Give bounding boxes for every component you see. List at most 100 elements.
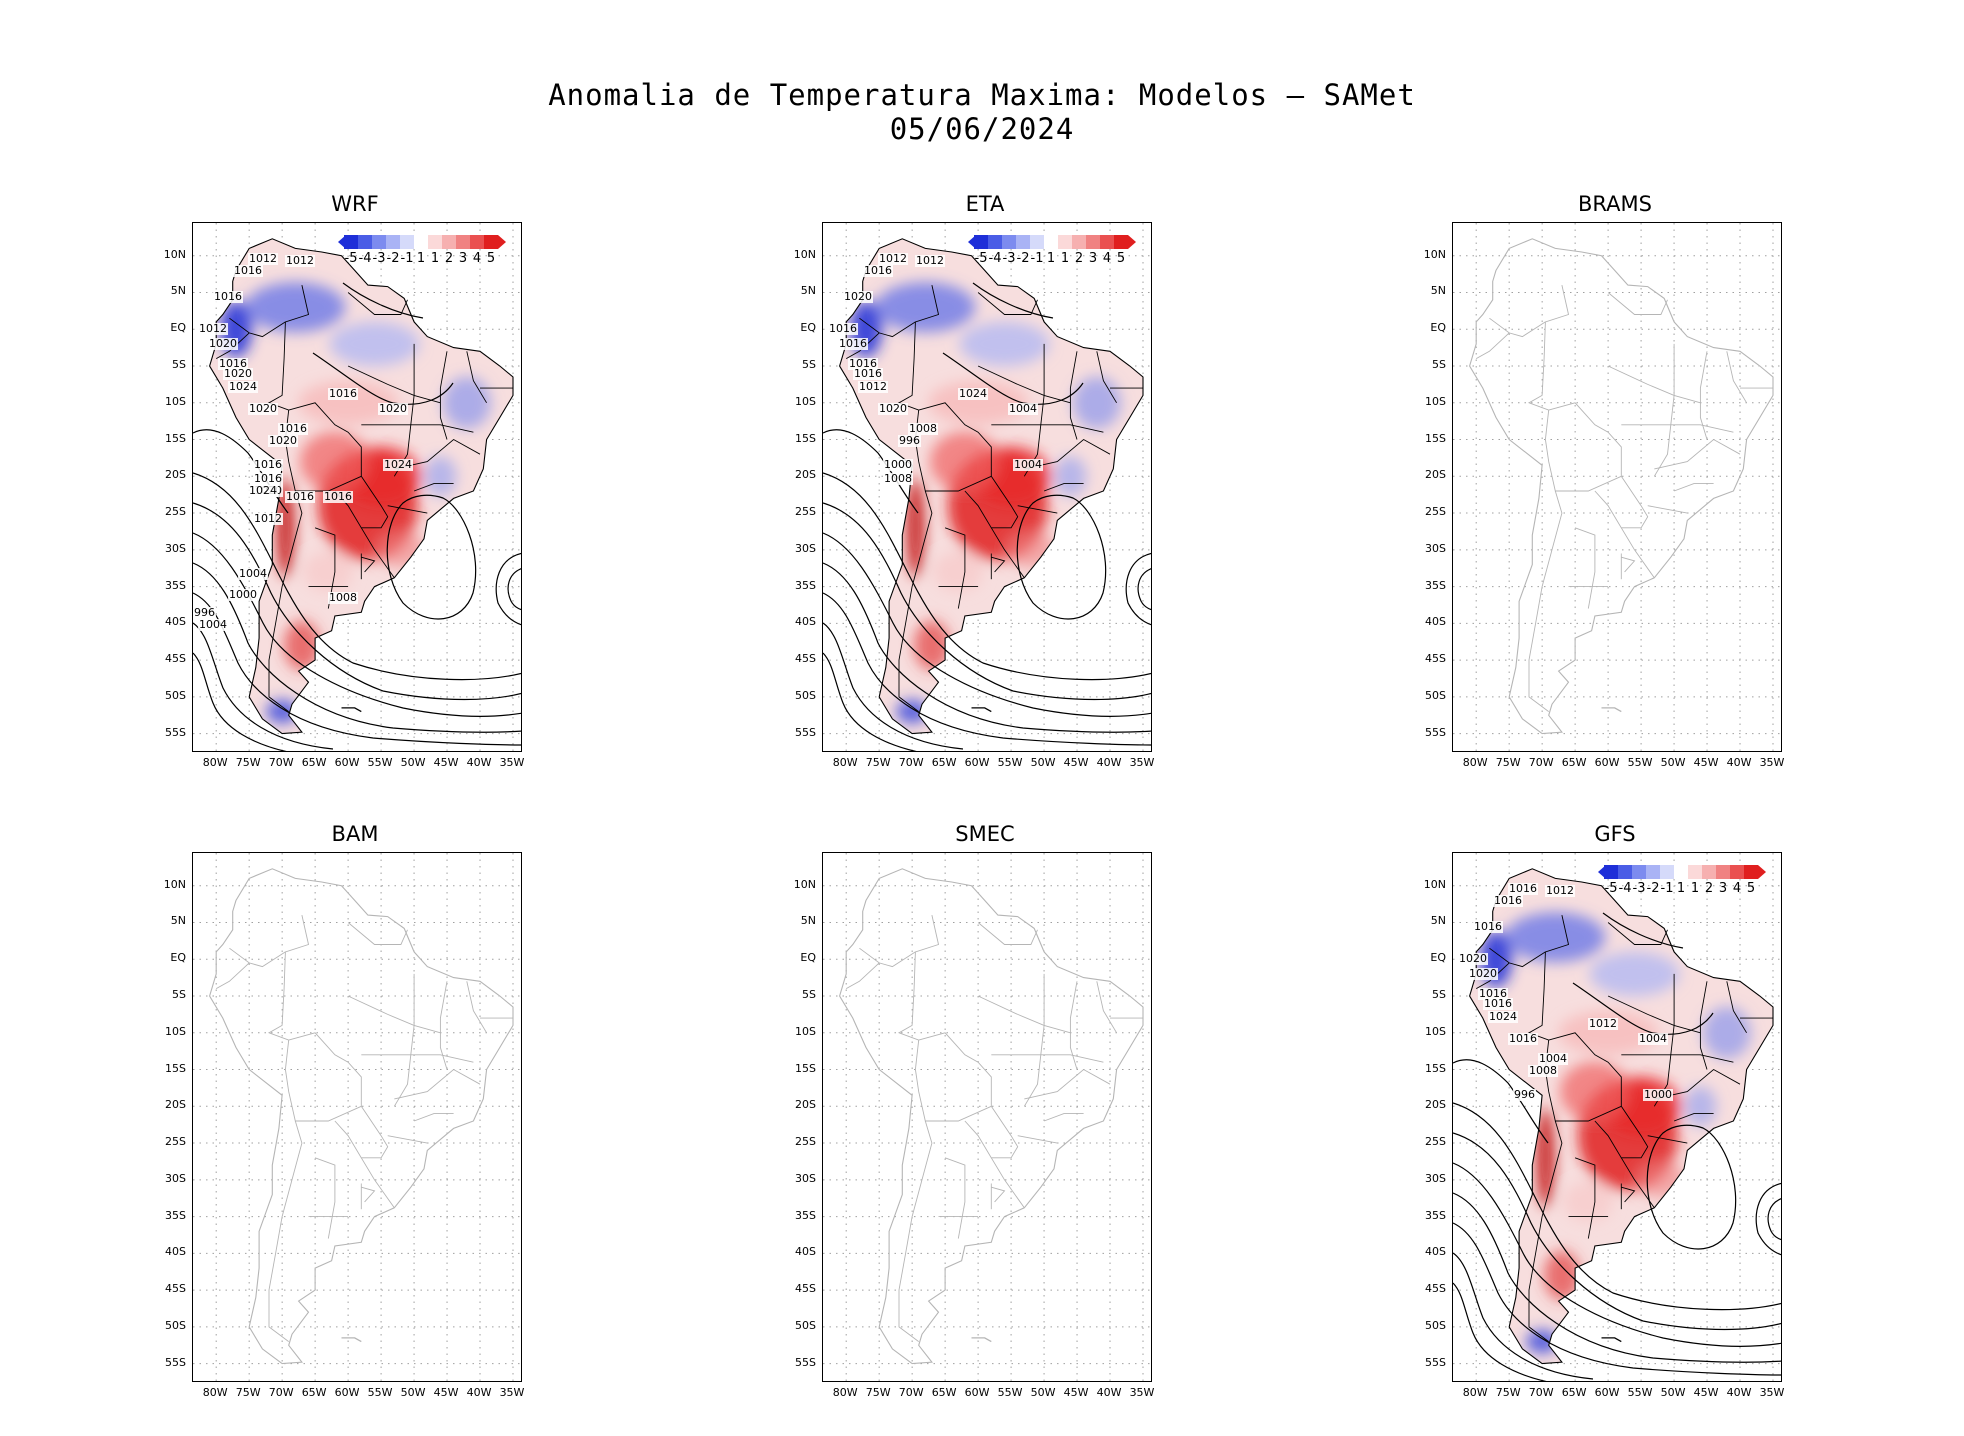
isobar-label: 1012 xyxy=(1545,884,1575,897)
longitude-tick-label: 70W xyxy=(1528,756,1554,769)
isobar-label: 1016 xyxy=(328,387,358,400)
map-frame xyxy=(192,852,522,1382)
longitude-tick-label: 75W xyxy=(235,1386,261,1399)
colorbar-swatch xyxy=(1646,865,1660,879)
colorbar-label: -5 xyxy=(344,251,358,266)
longitude-tick-label: 50W xyxy=(1660,1386,1686,1399)
colorbar-swatch xyxy=(1674,865,1688,879)
longitude-tick-label: 65W xyxy=(301,1386,327,1399)
isobar-label: 1004 xyxy=(238,567,268,580)
latitude-tick-label: 10N xyxy=(1423,877,1446,891)
coastline xyxy=(1469,238,1774,735)
latitude-tick-label: 10N xyxy=(793,877,816,891)
isobar-label: 1020 xyxy=(378,402,408,415)
latitude-tick-label: 10N xyxy=(1423,247,1446,261)
isobar-label: 1020 xyxy=(248,402,278,415)
isobar-label: 1012 xyxy=(858,380,888,393)
map-gridlines xyxy=(1453,223,1781,751)
coastline xyxy=(209,238,514,735)
latitude-tick-label: 50S xyxy=(165,1318,186,1332)
colorbar-swatch xyxy=(414,235,428,249)
colorbar-swatch xyxy=(456,235,470,249)
longitude-tick-label: 40W xyxy=(466,1386,492,1399)
longitude-tick-label: 75W xyxy=(865,1386,891,1399)
map-canvas xyxy=(1453,853,1781,1381)
isobar-label: 1016 xyxy=(853,367,883,380)
latitude-tick-label: 5N xyxy=(170,284,186,298)
latitude-tick-label: EQ xyxy=(170,321,186,335)
colorbar-label: -3 xyxy=(372,251,386,266)
colorbar-swatch xyxy=(1030,235,1044,249)
longitude-tick-label: 75W xyxy=(1495,756,1521,769)
latitude-tick-label: 5S xyxy=(1432,988,1446,1001)
colorbar-label: -3 xyxy=(1632,881,1646,896)
colorbar: -5 -4 -3 -2 -1 1 1 2 3 4 5 xyxy=(1598,865,1773,899)
isobar-label: 1016 xyxy=(838,337,868,350)
isobar-label: 1016 xyxy=(278,422,308,435)
longitude-tick-label: 50W xyxy=(1030,756,1056,769)
colorbar-label: -1 xyxy=(400,251,414,266)
longitude-tick-label: 35W xyxy=(499,1386,525,1399)
longitude-tick-label: 70W xyxy=(898,756,924,769)
longitude-tick-label: 40W xyxy=(466,756,492,769)
latitude-tick-label: 5N xyxy=(1430,284,1446,298)
isobar-label: 1004 xyxy=(1013,458,1043,471)
longitude-tick-label: 65W xyxy=(931,1386,957,1399)
longitude-tick-label: 60W xyxy=(1594,756,1620,769)
figure-date: 05/06/2024 xyxy=(889,112,1075,146)
colorbar-swatch xyxy=(1730,865,1744,879)
longitude-tick-label: 35W xyxy=(1129,1386,1155,1399)
figure-title: Anomalia de Temperatura Maxima: Modelos … xyxy=(548,78,1416,112)
panel-title: ETA xyxy=(965,192,1005,216)
latitude-tick-label: 50S xyxy=(1425,1318,1446,1332)
colorbar-swatch xyxy=(1086,235,1100,249)
isobar-label: 1020 xyxy=(1458,952,1488,965)
colorbar-label: 2 xyxy=(444,251,454,266)
colorbar-swatch xyxy=(1044,235,1058,249)
longitude-tick-label: 35W xyxy=(499,756,525,769)
colorbar-min-arrow-icon xyxy=(1598,865,1606,879)
isobar-label: 1016 xyxy=(1473,920,1503,933)
panel-eta: ETA 1012 1012 1016 1020 1016 1016 1016 1016 1012 1… xyxy=(760,192,1160,772)
longitude-tick-label: 50W xyxy=(400,756,426,769)
latitude-tick-label: 20S xyxy=(165,468,186,482)
latitude-tick-label: 55S xyxy=(1425,725,1446,739)
panel-gfs: GFS 1016 1012 1016 1016 1020 1020 1016 1016 1024 1… xyxy=(1390,822,1790,1402)
map-frame xyxy=(1452,222,1782,752)
falklands-islands xyxy=(341,1337,362,1343)
latitude-tick-label: 30S xyxy=(165,1171,186,1185)
latitude-tick-label: 15S xyxy=(795,431,816,445)
colorbar-swatch xyxy=(400,235,414,249)
longitude-tick-label: 40W xyxy=(1096,756,1122,769)
latitude-tick-label: 10S xyxy=(1425,394,1446,408)
colorbar-swatch xyxy=(988,235,1002,249)
latitude-tick-label: 20S xyxy=(165,1098,186,1112)
latitude-tick-label: 55S xyxy=(165,725,186,739)
isobar-label: 1024 xyxy=(228,380,258,393)
falklands-islands xyxy=(971,1337,992,1343)
latitude-tick-label: 5N xyxy=(800,914,816,928)
latitude-tick-label: 10S xyxy=(795,1024,816,1038)
longitude-tick-label: 60W xyxy=(1594,1386,1620,1399)
colorbar-label: 1 xyxy=(1046,251,1056,266)
latitude-tick-label: 30S xyxy=(795,541,816,555)
isobar-label: 1024 xyxy=(1488,1010,1518,1023)
colorbar-swatch xyxy=(442,235,456,249)
latitude-tick-label: 15S xyxy=(1425,431,1446,445)
latitude-tick-label: 5S xyxy=(172,358,186,371)
colorbar-swatch xyxy=(344,235,358,249)
falklands-islands xyxy=(1601,707,1622,713)
pressure-isobars xyxy=(823,282,1151,751)
longitude-tick-label: 45W xyxy=(1693,756,1719,769)
latitude-tick-label: 5N xyxy=(1430,914,1446,928)
isobar-label: 1020 xyxy=(878,402,908,415)
latitude-tick-label: 20S xyxy=(1425,468,1446,482)
longitude-tick-label: 50W xyxy=(1660,756,1686,769)
latitude-tick-label: 55S xyxy=(795,1355,816,1369)
longitude-tick-label: 65W xyxy=(301,756,327,769)
colorbar-swatch xyxy=(1072,235,1086,249)
country-borders xyxy=(845,285,1143,712)
colorbar-swatch xyxy=(974,235,988,249)
latitude-tick-label: 10N xyxy=(793,247,816,261)
colorbar-min-arrow-icon xyxy=(338,235,346,249)
